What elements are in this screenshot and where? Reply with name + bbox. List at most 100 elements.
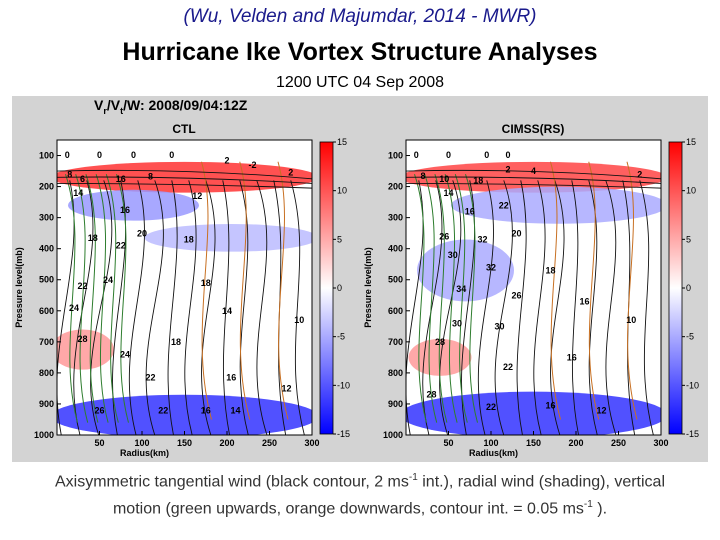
tangential-wind-contour (477, 180, 494, 435)
tangential-wind-contour (516, 180, 527, 435)
contour-label: 26 (94, 405, 104, 415)
contour-label: 22 (158, 405, 168, 415)
colorbar-tick-label: -5 (337, 332, 345, 342)
contour-label: 24 (103, 275, 113, 285)
y-tick-label: 900 (39, 399, 54, 409)
contour-label: 24 (69, 303, 79, 313)
x-tick-label: 200 (568, 438, 583, 448)
x-tick-label: 250 (262, 438, 277, 448)
contour-label: 16 (579, 297, 589, 307)
upper-contour (57, 169, 312, 180)
contour-label: 8 (67, 169, 72, 179)
colorbar-tick-label: 10 (686, 186, 696, 196)
shading-region-1 (451, 186, 661, 224)
shading-region-2 (144, 223, 312, 252)
contour-label: 22 (503, 362, 513, 372)
upward-motion-contour (465, 173, 478, 423)
downward-motion-contour (201, 161, 212, 420)
tangential-wind-contour (461, 180, 475, 435)
upward-motion-contour (105, 173, 119, 423)
panel-title: CIMSS(RS) (502, 122, 565, 136)
x-tick-label: 50 (94, 438, 104, 448)
contour-label: 22 (77, 281, 87, 291)
contour-label: 18 (184, 234, 194, 244)
contour-label: 30 (494, 321, 504, 331)
colorbar-tick-label: 15 (686, 137, 696, 147)
colorbar (668, 141, 683, 435)
figure-suptitle: Vr/Vt/W: 2008/09/04:12Z (94, 97, 248, 116)
y-axis-label: Pressure level(mb) (363, 247, 373, 328)
tangential-wind-contour (290, 180, 305, 435)
contour-label: 20 (511, 228, 521, 238)
tangential-wind-contour (639, 180, 654, 435)
tangential-wind-contour (112, 180, 126, 435)
contour-label: 0 (97, 150, 102, 160)
contour-label: 30 (448, 250, 458, 260)
contour-label: 2 (224, 155, 229, 165)
contour-label: 32 (486, 262, 496, 272)
contour-label: 12 (596, 405, 606, 415)
tangential-wind-contour (128, 180, 145, 435)
y-tick-label: 100 (388, 151, 403, 161)
contour-label: 0 (65, 150, 70, 160)
contour-label: 30 (452, 318, 462, 328)
upward-motion-contour (116, 173, 129, 423)
contour-label: 16 (201, 405, 211, 415)
y-tick-label: 500 (388, 275, 403, 285)
y-tick-label: 1000 (383, 430, 403, 440)
contour-label: 32 (477, 234, 487, 244)
contour-label: 0 (505, 150, 510, 160)
shading-region-0 (406, 161, 661, 193)
contour-label: 26 (511, 290, 521, 300)
tangential-wind-contour (422, 180, 443, 435)
contour-label: 18 (201, 278, 211, 288)
x-tick-label: 250 (611, 438, 626, 448)
downward-motion-contour (277, 161, 289, 420)
contour-lines (57, 161, 312, 435)
tangential-wind-contour (184, 180, 197, 435)
contour-label: 14 (443, 188, 453, 198)
suptitle-suffix: /W: 2008/09/04:12Z (123, 97, 248, 113)
x-tick-label: 200 (219, 438, 234, 448)
contour-lines (406, 161, 661, 435)
contour-label: 28 (426, 390, 436, 400)
upward-motion-contour (454, 173, 468, 423)
page-title: Hurricane Ike Vortex Structure Analyses (122, 38, 598, 66)
suptitle-sub-t: t (120, 106, 123, 116)
colorbar-tick-label: -15 (337, 429, 350, 439)
contour-label: 6 (80, 174, 85, 184)
shading-region-3 (57, 329, 114, 370)
contour-label: 28 (435, 337, 445, 347)
tangential-wind-contour (222, 180, 230, 435)
shading-region-2 (417, 239, 514, 302)
panel-title: CTL (172, 122, 195, 136)
contour-label: 24 (120, 349, 130, 359)
x-tick-label: 100 (483, 438, 498, 448)
y-tick-label: 100 (39, 151, 54, 161)
contour-label: 0 (446, 150, 451, 160)
contour-label: 8 (148, 172, 153, 182)
suptitle-prefix: V (94, 97, 104, 113)
y-tick-label: 700 (39, 337, 54, 347)
caption-line-1: Axisymmetric tangential wind (black cont… (0, 466, 720, 493)
contour-label: 4 (531, 166, 536, 176)
y-tick-label: 600 (39, 306, 54, 316)
tangential-wind-contour (494, 180, 513, 435)
shading-region-4 (57, 394, 312, 435)
radial-wind-shading (406, 161, 661, 435)
radial-wind-shading (57, 161, 312, 435)
contour-label: 10 (626, 315, 636, 325)
contour-label: 0 (169, 150, 174, 160)
downward-motion-contour (626, 161, 638, 420)
y-tick-label: 200 (39, 182, 54, 192)
x-tick-label: 50 (443, 438, 453, 448)
colorbar-tick-label: -10 (337, 380, 350, 390)
x-tick-label: 300 (304, 438, 319, 448)
upper-contour (57, 183, 312, 189)
upward-motion-contour (444, 173, 458, 423)
upward-motion-contour (414, 173, 427, 423)
tangential-wind-contour (550, 180, 565, 435)
figure-panel: Vr/Vt/W: 2008/09/04:12Z 0 0 0 0 2 -2 2 8 6 16 8 14 1… (12, 96, 708, 462)
x-tick-label: 300 (653, 438, 668, 448)
